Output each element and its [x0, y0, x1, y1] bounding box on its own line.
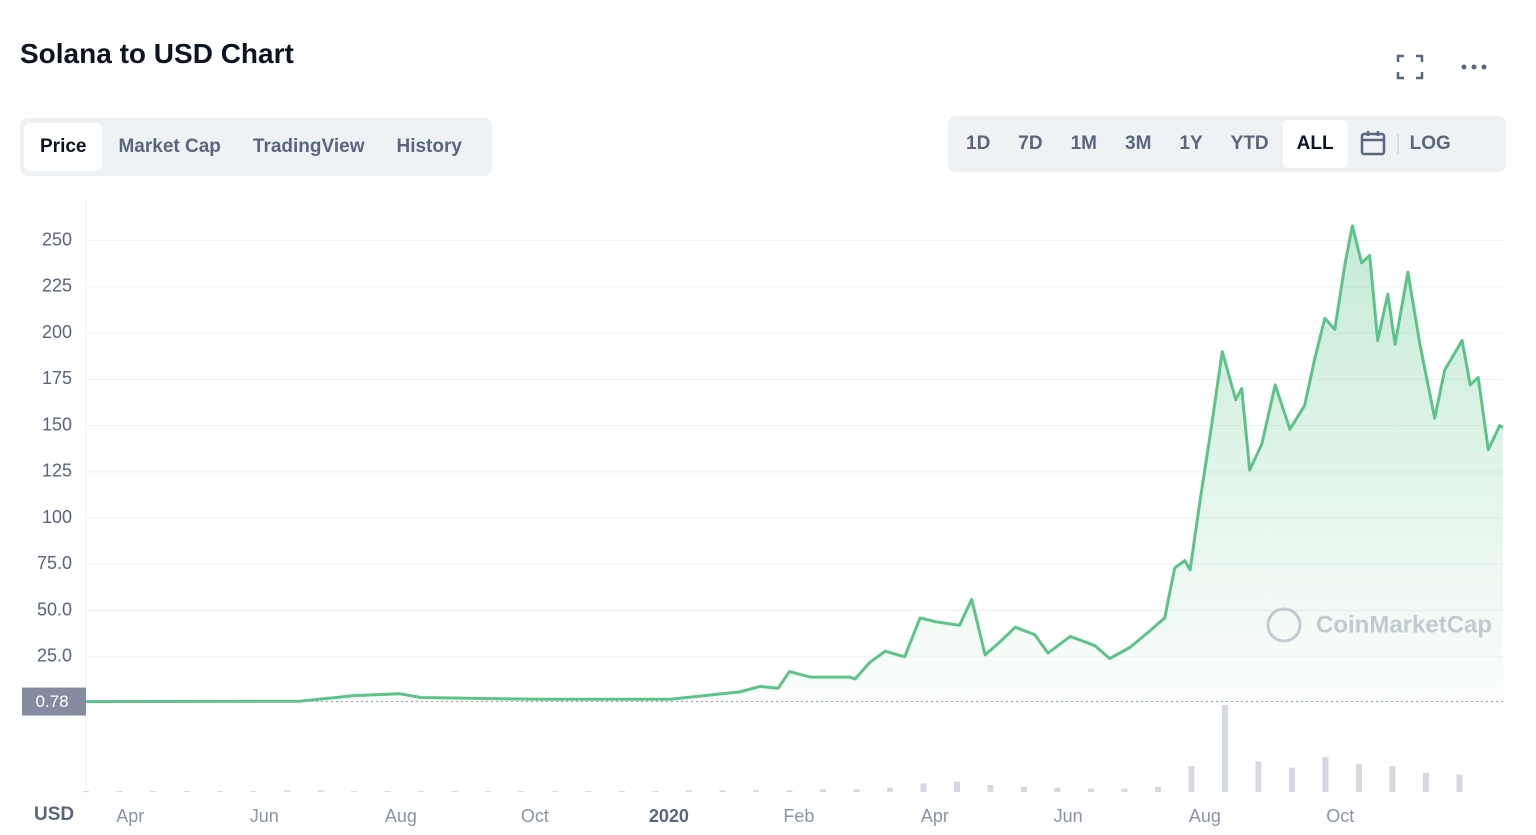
volume-bar: [1255, 761, 1262, 792]
volume-bar: [652, 791, 659, 792]
calendar-icon[interactable]: [1348, 129, 1400, 159]
currency-label: USD: [34, 804, 74, 825]
tab-button[interactable]: Market Cap: [118, 136, 221, 157]
page-title: Solana to USD Chart: [20, 38, 294, 69]
x-tick-label: Feb: [783, 806, 814, 826]
start-price-badge: [22, 687, 86, 716]
x-tick-label: Jun: [1054, 806, 1083, 826]
volume-bar: [853, 789, 860, 792]
volume-bar: [786, 790, 793, 792]
volume-bar: [518, 791, 525, 792]
tab-group: Price Market Cap TradingView History: [20, 118, 492, 176]
volume-bar: [1288, 767, 1295, 792]
range-button[interactable]: 1M: [1070, 133, 1097, 154]
y-tick-label: 225: [42, 276, 72, 296]
y-tick-label: 25.0: [37, 646, 72, 666]
y-tick-label: 150: [42, 414, 72, 434]
volume-bar: [551, 791, 558, 792]
volume-bar: [250, 791, 257, 792]
range-group: 1D 7D 1M 3M 1Y YTD ALL LOG: [948, 116, 1506, 172]
volume-bar: [1154, 786, 1161, 792]
volume-bar: [484, 791, 491, 792]
volume-bar: [283, 790, 290, 792]
volume-bar: [317, 790, 324, 792]
y-tick-label: 100: [42, 507, 72, 527]
volume-bar: [719, 790, 726, 792]
volume-bar: [183, 791, 190, 792]
y-tick-label: 125: [42, 461, 72, 481]
range-button[interactable]: 3M: [1125, 133, 1152, 154]
volume-bar: [585, 791, 592, 792]
x-tick-label: Apr: [921, 806, 949, 826]
volume-bar: [216, 791, 223, 792]
volume-bar: [1087, 788, 1094, 792]
volume-bar: [819, 789, 826, 792]
volume-bar: [149, 791, 156, 792]
tab-button[interactable]: TradingView: [252, 136, 365, 157]
volume-bar: [953, 781, 960, 792]
y-tick-label: 175: [42, 368, 72, 388]
x-tick-label: Aug: [385, 806, 417, 826]
range-button[interactable]: 1D: [966, 133, 991, 154]
volume-bar: [1322, 757, 1329, 792]
volume-bar: [886, 787, 893, 792]
volume-bar: [451, 791, 458, 792]
volume-bar: [1456, 774, 1463, 792]
volume-bar: [987, 785, 994, 792]
volume-bar: [1054, 787, 1061, 792]
y-tick-label: 50.0: [37, 599, 72, 619]
tab-button[interactable]: History: [396, 136, 462, 157]
x-tick-label: Oct: [521, 806, 549, 826]
fullscreen-icon[interactable]: [1396, 54, 1424, 80]
volume-bar: [384, 791, 391, 792]
y-tick-label: 75.0: [37, 553, 72, 573]
range-button[interactable]: ALL: [1282, 120, 1348, 168]
x-tick-label: 2020: [649, 806, 689, 826]
volume-bar: [350, 791, 357, 792]
volume-bar: [417, 791, 424, 792]
volume-bar: [685, 790, 692, 792]
x-tick-label: Apr: [116, 806, 144, 826]
y-tick-label: 250: [42, 229, 72, 249]
y-tick-label: 200: [42, 322, 72, 342]
x-tick-label: Oct: [1326, 806, 1354, 826]
log-button[interactable]: LOG: [1409, 133, 1451, 154]
volume-bar: [1389, 765, 1396, 792]
price-area: [86, 225, 1503, 703]
volume-bar: [1422, 772, 1429, 792]
volume-bar: [752, 790, 759, 792]
price-line: [85, 224, 1504, 704]
range-button[interactable]: 7D: [1018, 133, 1043, 154]
volume-bar: [116, 791, 123, 792]
x-tick-label: Aug: [1189, 806, 1221, 826]
volume-bar: [1355, 764, 1362, 792]
volume-bar: [1188, 765, 1195, 792]
volume-bar: [1221, 705, 1228, 792]
tab-button[interactable]: Price: [24, 123, 103, 171]
range-button[interactable]: YTD: [1230, 133, 1269, 154]
volume-bar: [618, 791, 625, 792]
volume-bar: [83, 791, 89, 792]
x-tick-label: Jun: [250, 806, 279, 826]
more-icon[interactable]: [1460, 60, 1490, 74]
start-price-label: 0.78: [35, 692, 68, 711]
volume-bar: [1020, 786, 1027, 792]
range-button[interactable]: 1Y: [1179, 133, 1203, 154]
volume-bar: [920, 783, 927, 792]
volume-bar: [1121, 788, 1128, 792]
